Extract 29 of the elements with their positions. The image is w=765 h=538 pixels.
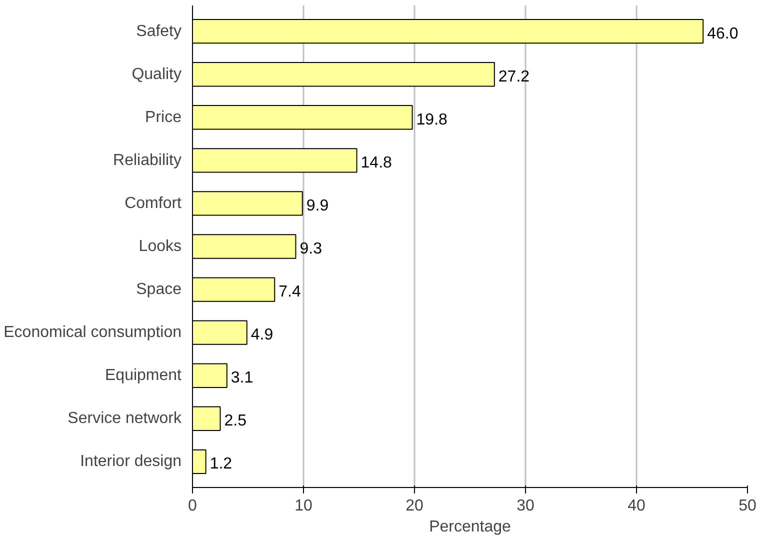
data-label: 4.9 (250, 326, 274, 344)
y-tick-label: Space (136, 281, 182, 298)
y-tick-label: Price (145, 108, 182, 126)
x-tick-label: 0 (188, 498, 198, 514)
data-label: 3.1 (230, 370, 254, 387)
data-label: 27.2 (498, 68, 530, 86)
x-tick-label: 50 (738, 498, 756, 514)
x-tick-label: 20 (406, 498, 424, 514)
y-tick-label: Comfort (124, 194, 182, 212)
y-tick-label: Equipment (105, 367, 182, 384)
data-label: 46.0 (707, 25, 738, 42)
data-label: 9.9 (306, 197, 329, 214)
y-tick-label: Looks (138, 238, 182, 255)
y-tick-label: Economical consumption (4, 324, 182, 342)
x-tick-label: 10 (294, 498, 312, 514)
data-label: 9.3 (300, 240, 322, 258)
data-label: 2.5 (224, 412, 247, 430)
y-tick-label: Safety (136, 22, 182, 40)
data-label: 7.4 (278, 284, 301, 301)
y-tick-label: Interior design (80, 453, 182, 470)
y-tick-label: Quality (132, 66, 182, 83)
y-tick-label: Reliability (113, 152, 182, 169)
x-axis-title: Percentage (429, 518, 512, 536)
data-label: 14.8 (360, 154, 392, 172)
data-label: 19.8 (416, 111, 448, 128)
y-tick-label: Service network (68, 410, 182, 428)
x-tick-label: 40 (628, 498, 646, 514)
data-label: 1.2 (210, 456, 232, 473)
x-tick-label: 30 (516, 498, 534, 514)
